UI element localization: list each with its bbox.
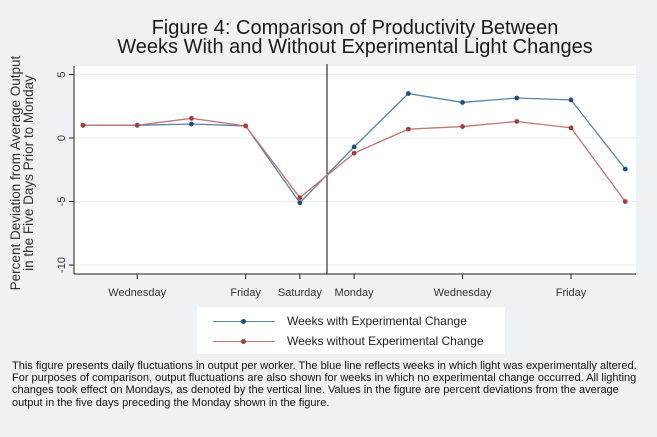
legend-label-without-change: Weeks without Experimental Change: [287, 334, 484, 348]
y-tick-label: 5: [56, 71, 68, 77]
x-tick-label: Friday: [556, 287, 587, 299]
data-point-with-change: [460, 100, 465, 105]
data-point-with-change: [189, 121, 194, 127]
data-point-without-change: [514, 119, 520, 124]
legend-marker-with-change: [241, 319, 246, 324]
figure-caption: This figure presents daily fluctuations …: [12, 360, 637, 409]
data-point-without-change: [80, 122, 86, 128]
data-point-with-change: [351, 144, 357, 150]
x-tick-label: Monday: [335, 287, 375, 299]
data-point-with-change: [568, 97, 574, 103]
data-point-without-change: [622, 199, 628, 204]
y-tick-label: -10: [56, 257, 68, 273]
legend-item-without-change: Weeks without Experimental Change: [197, 334, 505, 350]
plot-area: [74, 66, 636, 274]
data-point-without-change: [405, 126, 411, 132]
chart-title: Figure 4: Comparison of Productivity Bet…: [70, 17, 640, 58]
data-point-with-change: [514, 95, 520, 101]
data-point-without-change: [134, 122, 140, 128]
data-point-without-change: [297, 195, 303, 201]
x-tick-label: Wednesday: [108, 287, 166, 299]
data-point-without-change: [460, 124, 465, 129]
x-tick-label: Saturday: [278, 287, 323, 299]
data-point-without-change: [243, 123, 249, 129]
chart-title-line-2: Weeks With and Without Experimental Ligh…: [117, 36, 593, 58]
data-point-without-change: [189, 115, 194, 121]
x-tick-label: Friday: [230, 287, 261, 299]
y-tick-label: -5: [56, 197, 68, 207]
y-tick-label: 0: [56, 135, 68, 141]
legend-item-with-change: Weeks with Experimental Change: [197, 314, 505, 330]
legend-label-with-change: Weeks with Experimental Change: [287, 314, 467, 328]
legend-marker-without-change: [241, 339, 246, 344]
data-point-without-change: [568, 125, 574, 131]
data-point-with-change: [405, 91, 411, 96]
data-point-with-change: [622, 166, 628, 172]
data-point-without-change: [351, 150, 357, 156]
x-tick-label: Wednesday: [434, 287, 492, 299]
legend: Weeks with Experimental Change Weeks wit…: [197, 307, 505, 354]
data-point-with-change: [297, 200, 303, 206]
chart-title-line-1: Figure 4: Comparison of Productivity Bet…: [151, 17, 559, 39]
